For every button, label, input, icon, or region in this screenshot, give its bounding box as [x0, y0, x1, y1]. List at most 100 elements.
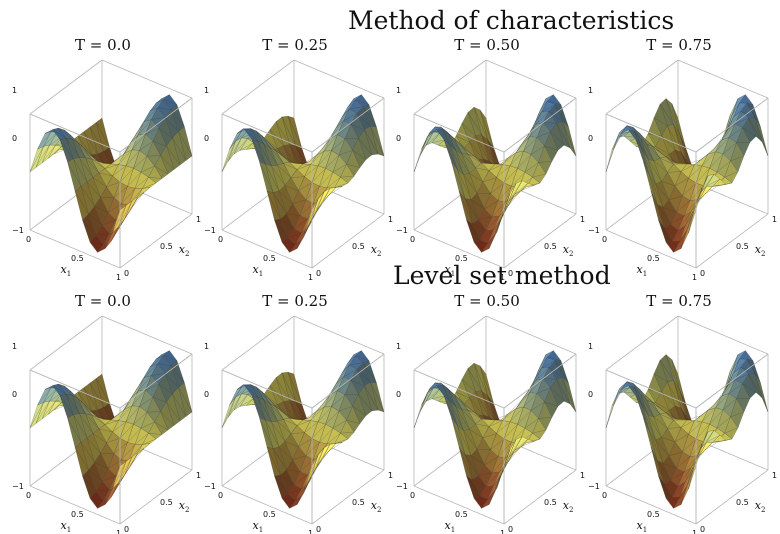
z-tick-label: 1 [588, 86, 593, 95]
x1-tick-label: 0.5 [647, 510, 660, 519]
x1-tick-label: 0 [218, 491, 223, 500]
x1-tick-label: 0 [26, 235, 31, 244]
x1-tick-label: 0.5 [71, 510, 84, 519]
z-tick-label: 0 [204, 390, 209, 399]
x2-tick-label: 0.5 [160, 498, 173, 507]
x2-axis-label: x2 [563, 499, 574, 514]
x1-axis-label: x1 [61, 519, 72, 534]
z-tick-label: 1 [396, 342, 401, 351]
x1-axis-label: x1 [445, 519, 456, 534]
x2-axis-label: x2 [179, 243, 190, 258]
panel-time-label: T = 0.0 [8, 292, 198, 310]
x1-axis-label: x1 [253, 519, 264, 534]
panel-time-label: T = 0.75 [584, 36, 774, 54]
surface-mesh [414, 95, 576, 253]
z-tick-label: −1 [396, 482, 408, 491]
z-tick-label: 1 [396, 86, 401, 95]
z-tick-label: 1 [12, 342, 17, 351]
x1-axis-label: x1 [445, 263, 456, 278]
surface-mesh [222, 351, 384, 509]
surface-mesh [30, 95, 192, 253]
surface-mesh [30, 351, 192, 509]
panel-time-label: T = 0.25 [200, 292, 390, 310]
z-tick-label: −1 [204, 482, 216, 491]
x1-tick-label: 0 [410, 235, 415, 244]
x1-axis-label: x1 [637, 519, 648, 534]
panel-time-label: T = 0.75 [584, 292, 774, 310]
x2-axis-label: x2 [755, 499, 766, 514]
x1-tick-label: 1 [692, 273, 697, 282]
surface-mesh [222, 95, 384, 253]
x2-tick-label: 0.5 [544, 242, 557, 251]
x1-tick-label: 1 [308, 529, 313, 534]
x2-tick-label: 0.5 [352, 498, 365, 507]
x2-axis-label: x2 [563, 243, 574, 258]
z-tick-label: 0 [12, 134, 17, 143]
x2-axis-label: x2 [371, 499, 382, 514]
surface-mesh [606, 95, 768, 253]
z-tick-label: −1 [12, 226, 24, 235]
x2-tick-label: 0 [700, 269, 705, 278]
panel-time-label: T = 0.50 [392, 292, 582, 310]
z-tick-label: 1 [204, 86, 209, 95]
x2-tick-label: 1 [772, 215, 777, 224]
z-tick-label: −1 [396, 226, 408, 235]
x1-tick-label: 1 [116, 273, 121, 282]
x2-tick-label: 0 [508, 525, 513, 534]
z-tick-label: 0 [204, 134, 209, 143]
panel-time-label: T = 0.0 [8, 36, 198, 54]
x2-tick-label: 0.5 [352, 242, 365, 251]
x1-tick-label: 0.5 [455, 254, 468, 263]
x2-tick-label: 0 [124, 525, 129, 534]
section-title-top: Method of characteristics [348, 6, 674, 35]
z-tick-label: −1 [204, 226, 216, 235]
x2-tick-label: 0.5 [544, 498, 557, 507]
x2-tick-label: 1 [772, 471, 777, 480]
surface-mesh [414, 351, 576, 509]
x2-tick-label: 0 [700, 525, 705, 534]
x2-axis-label: x2 [371, 243, 382, 258]
x1-tick-label: 0 [602, 235, 607, 244]
x1-tick-label: 0.5 [263, 254, 276, 263]
z-tick-label: 1 [588, 342, 593, 351]
panel-time-label: T = 0.25 [200, 36, 390, 54]
x1-axis-label: x1 [253, 263, 264, 278]
z-tick-label: −1 [588, 482, 600, 491]
z-tick-label: −1 [588, 226, 600, 235]
x2-tick-label: 0 [508, 269, 513, 278]
z-tick-label: 0 [396, 390, 401, 399]
z-tick-label: 1 [204, 342, 209, 351]
x1-tick-label: 0 [26, 491, 31, 500]
x2-axis-label: x2 [179, 499, 190, 514]
x1-axis-label: x1 [61, 263, 72, 278]
x1-tick-label: 0 [410, 491, 415, 500]
z-tick-label: −1 [12, 482, 24, 491]
x2-tick-label: 0 [316, 525, 321, 534]
z-tick-label: 0 [396, 134, 401, 143]
x1-tick-label: 1 [308, 273, 313, 282]
x1-tick-label: 1 [692, 529, 697, 534]
x1-tick-label: 0 [602, 491, 607, 500]
x1-tick-label: 1 [500, 273, 505, 282]
panel-time-label: T = 0.50 [392, 36, 582, 54]
z-tick-label: 1 [12, 86, 17, 95]
x1-axis-label: x1 [637, 263, 648, 278]
x1-tick-label: 0 [218, 235, 223, 244]
x2-tick-label: 0.5 [736, 242, 749, 251]
x1-tick-label: 0.5 [263, 510, 276, 519]
